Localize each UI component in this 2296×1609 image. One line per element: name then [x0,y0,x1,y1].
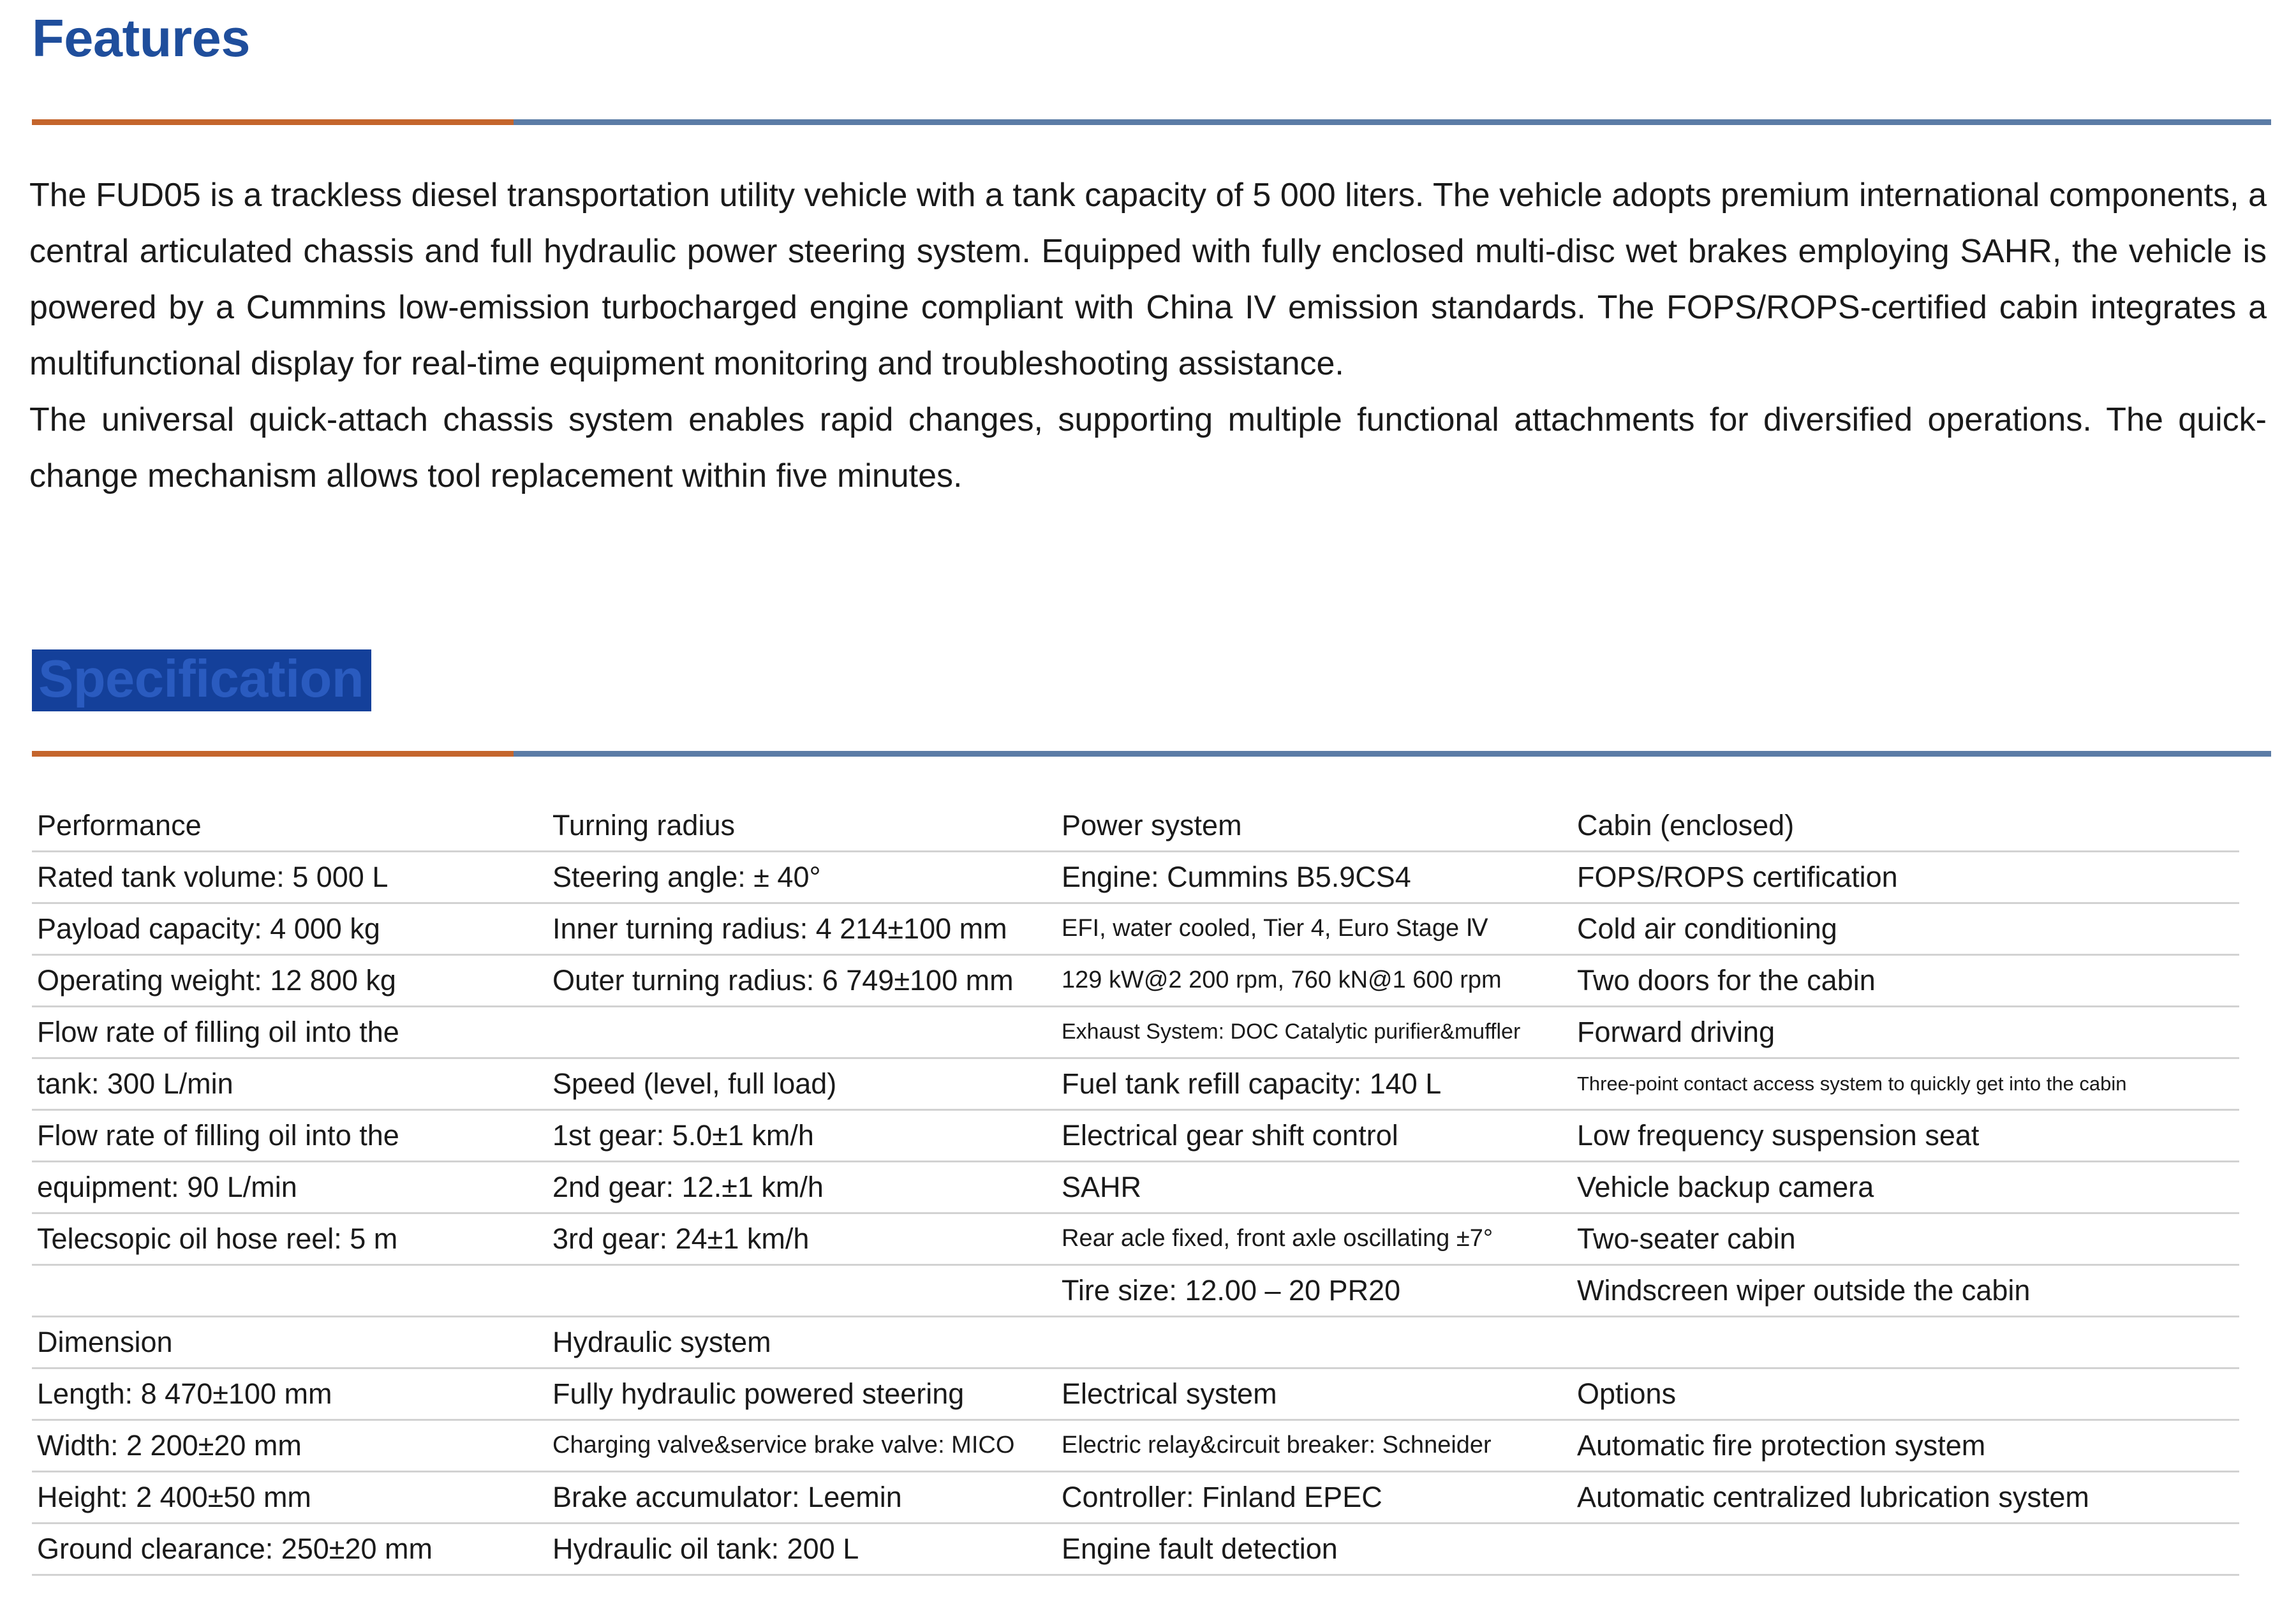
page-title-features: Features [32,8,250,68]
table-row: Flow rate of filling oil into the 1st ge… [32,1109,2239,1162]
table-cell [547,1264,1056,1317]
table-cell: Controller: Finland EPEC [1056,1471,1572,1524]
table-cell: Brake accumulator: Leemin [547,1471,1056,1524]
table-cell: Operating weight: 12 800 kg [32,954,547,1007]
specification-heading-block: Specification [32,649,372,711]
table-cell: FOPS/ROPS certification [1572,851,2239,904]
table-cell: Inner turning radius: 4 214±100 mm [547,903,1056,956]
table-cell: Engine fault detection [1056,1523,1572,1576]
table-row: equipment: 90 L/min 2nd gear: 12.±1 km/h… [32,1161,2239,1214]
table-cell: Exhaust System: DOC Catalytic purifier&m… [1056,1006,1572,1059]
table-cell: Outer turning radius: 6 749±100 mm [547,954,1056,1007]
features-paragraph-2: The universal quick-attach chassis syste… [29,401,2267,494]
table-cell: Dimension [32,1316,547,1369]
table-cell: Vehicle backup camera [1572,1161,2239,1214]
table-row: Dimension Hydraulic system [32,1316,2239,1369]
table-cell: Ground clearance: 250±20 mm [32,1523,547,1576]
specification-divider-rule [32,751,2271,757]
table-cell: Performance [32,801,547,852]
table-cell: Two doors for the cabin [1572,954,2239,1007]
table-cell: Low frequency suspension seat [1572,1109,2239,1162]
table-cell: Cabin (enclosed) [1572,801,2239,852]
table-cell: Options [1572,1368,2239,1421]
features-paragraph-1: The FUD05 is a trackless diesel transpor… [29,177,2267,382]
table-row: Rated tank volume: 5 000 L Steering angl… [32,851,2239,904]
table-cell: equipment: 90 L/min [32,1161,547,1214]
page-title-specification: Specification [32,649,372,711]
table-row: Telecsopic oil hose reel: 5 m 3rd gear: … [32,1213,2239,1266]
table-cell: Fully hydraulic powered steering [547,1368,1056,1421]
table-cell: Speed (level, full load) [547,1058,1056,1111]
table-cell [547,1006,1056,1059]
table-cell: Hydraulic system [547,1316,1056,1369]
table-cell: Automatic fire protection system [1572,1420,2239,1472]
features-body-copy: The FUD05 is a trackless diesel transpor… [29,167,2267,504]
table-cell: Width: 2 200±20 mm [32,1420,547,1472]
table-cell: EFI, water cooled, Tier 4, Euro Stage Ⅳ [1056,903,1572,956]
table-row: Height: 2 400±50 mm Brake accumulator: L… [32,1471,2239,1524]
table-row: Width: 2 200±20 mm Charging valve&servic… [32,1420,2239,1472]
table-cell: Payload capacity: 4 000 kg [32,903,547,956]
table-cell: 129 kW@2 200 rpm, 760 kN@1 600 rpm [1056,954,1572,1007]
table-cell [32,1264,547,1317]
table-cell: Steering angle: ± 40° [547,851,1056,904]
table-cell: Electrical system [1056,1368,1572,1421]
table-row: Performance Turning radius Power system … [32,801,2239,852]
table-row: Payload capacity: 4 000 kg Inner turning… [32,903,2239,956]
table-cell: Flow rate of filling oil into the [32,1109,547,1162]
table-cell: 3rd gear: 24±1 km/h [547,1213,1056,1266]
table-cell: Flow rate of filling oil into the [32,1006,547,1059]
features-heading-block: Features [32,11,250,64]
specification-table: Performance Turning radius Power system … [32,801,2239,1576]
table-row: Tire size: 12.00 – 20 PR20 Windscreen wi… [32,1264,2239,1317]
table-cell: Turning radius [547,801,1056,852]
features-divider-rule [32,119,2271,125]
table-cell [1572,1523,2239,1576]
table-cell: Hydraulic oil tank: 200 L [547,1523,1056,1576]
table-cell: Charging valve&service brake valve: MICO [547,1420,1056,1472]
table-row: Operating weight: 12 800 kg Outer turnin… [32,954,2239,1007]
table-cell: Rear acle fixed, front axle oscillating … [1056,1213,1572,1266]
table-cell: Rated tank volume: 5 000 L [32,851,547,904]
table-cell: Two-seater cabin [1572,1213,2239,1266]
table-cell: Power system [1056,801,1572,852]
table-cell: Tire size: 12.00 – 20 PR20 [1056,1264,1572,1317]
table-cell: Length: 8 470±100 mm [32,1368,547,1421]
table-cell: SAHR [1056,1161,1572,1214]
table-cell: Telecsopic oil hose reel: 5 m [32,1213,547,1266]
table-cell [1056,1316,1572,1369]
table-cell: Electrical gear shift control [1056,1109,1572,1162]
table-cell: Automatic centralized lubrication system [1572,1471,2239,1524]
table-cell: 2nd gear: 12.±1 km/h [547,1161,1056,1214]
table-cell: Engine: Cummins B5.9CS4 [1056,851,1572,904]
table-row: tank: 300 L/min Speed (level, full load)… [32,1058,2239,1111]
table-row: Length: 8 470±100 mm Fully hydraulic pow… [32,1368,2239,1421]
table-cell: Windscreen wiper outside the cabin [1572,1264,2239,1317]
table-cell: tank: 300 L/min [32,1058,547,1111]
table-cell: Forward driving [1572,1006,2239,1059]
table-cell: Fuel tank refill capacity: 140 L [1056,1058,1572,1111]
table-row: Ground clearance: 250±20 mm Hydraulic oi… [32,1523,2239,1576]
table-cell: 1st gear: 5.0±1 km/h [547,1109,1056,1162]
table-cell: Three-point contact access system to qui… [1572,1058,2239,1111]
table-cell [1572,1316,2239,1369]
table-row: Flow rate of filling oil into the Exhaus… [32,1006,2239,1059]
table-cell: Height: 2 400±50 mm [32,1471,547,1524]
table-cell: Cold air conditioning [1572,903,2239,956]
table-cell: Electric relay&circuit breaker: Schneide… [1056,1420,1572,1472]
